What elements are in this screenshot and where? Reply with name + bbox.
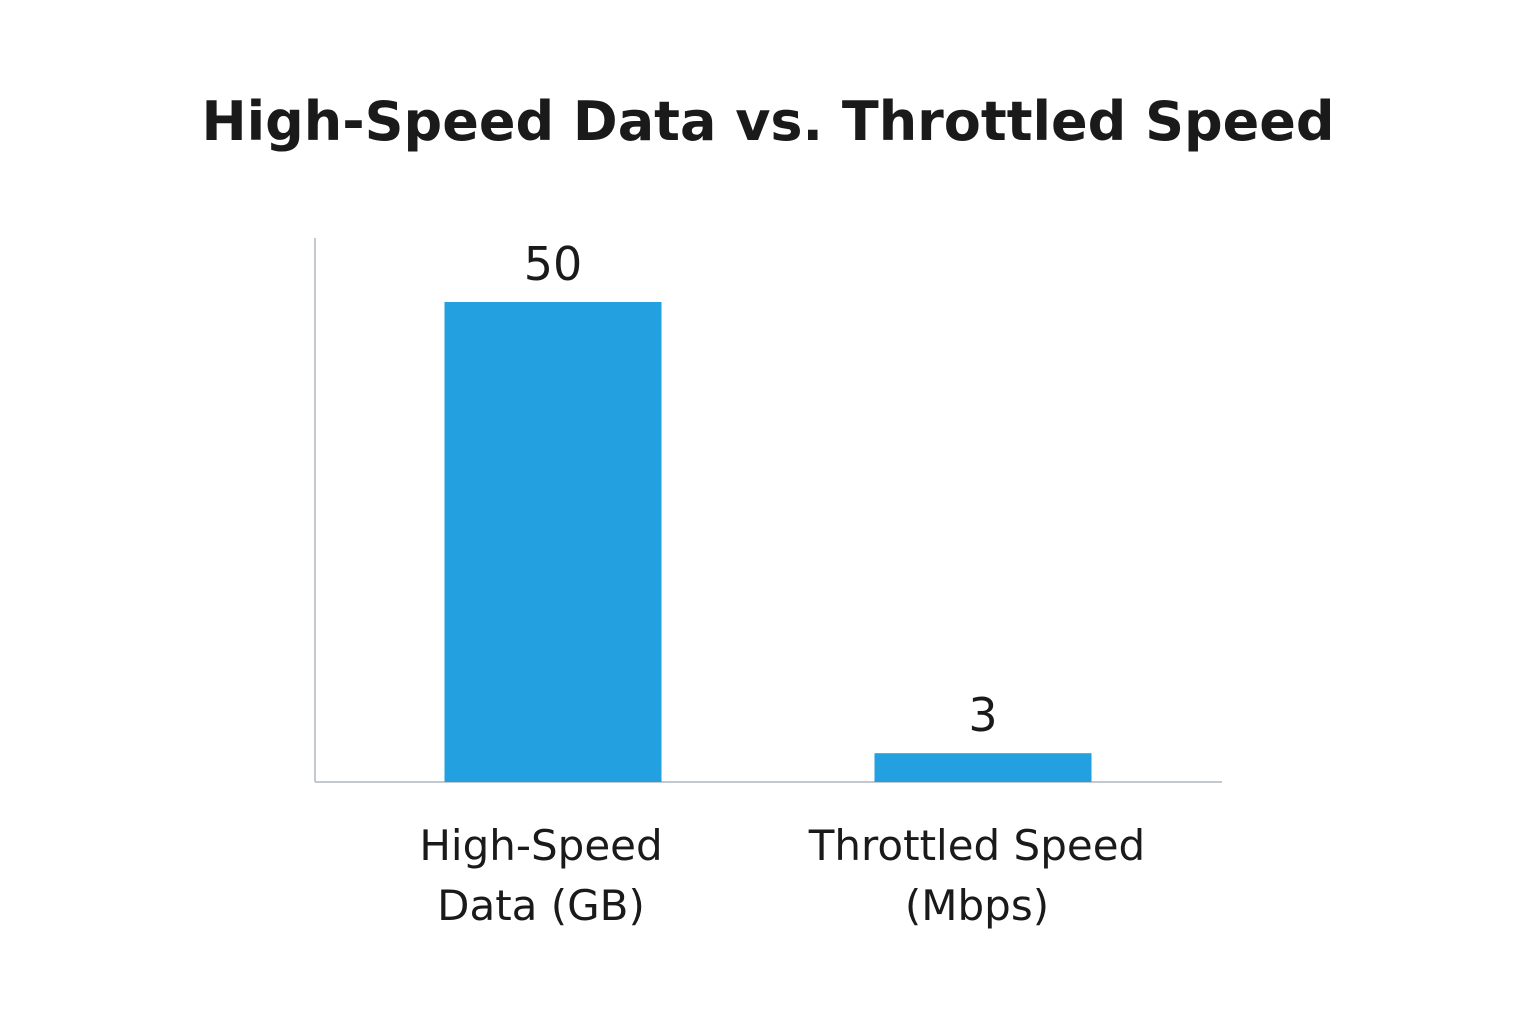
value-label-0: 50	[524, 237, 583, 291]
category-label-0-line-1: Data (GB)	[437, 881, 645, 930]
bar-0	[444, 302, 662, 782]
category-labels-group: High-Speed Data (GB) Throttled Speed (Mbps)	[419, 821, 1145, 930]
bars-group	[444, 302, 1092, 782]
category-label-1: Throttled Speed (Mbps)	[808, 821, 1145, 930]
category-label-1-line-1: (Mbps)	[905, 881, 1049, 930]
value-labels-group: 50 3	[524, 237, 998, 742]
category-label-1-line-0: Throttled Speed	[808, 821, 1145, 870]
category-label-0-line-0: High-Speed	[419, 821, 662, 870]
bar-1	[874, 753, 1092, 782]
chart-title: High-Speed Data vs. Throttled Speed	[201, 90, 1334, 153]
value-label-1: 3	[968, 688, 997, 742]
category-label-0: High-Speed Data (GB)	[419, 821, 662, 930]
